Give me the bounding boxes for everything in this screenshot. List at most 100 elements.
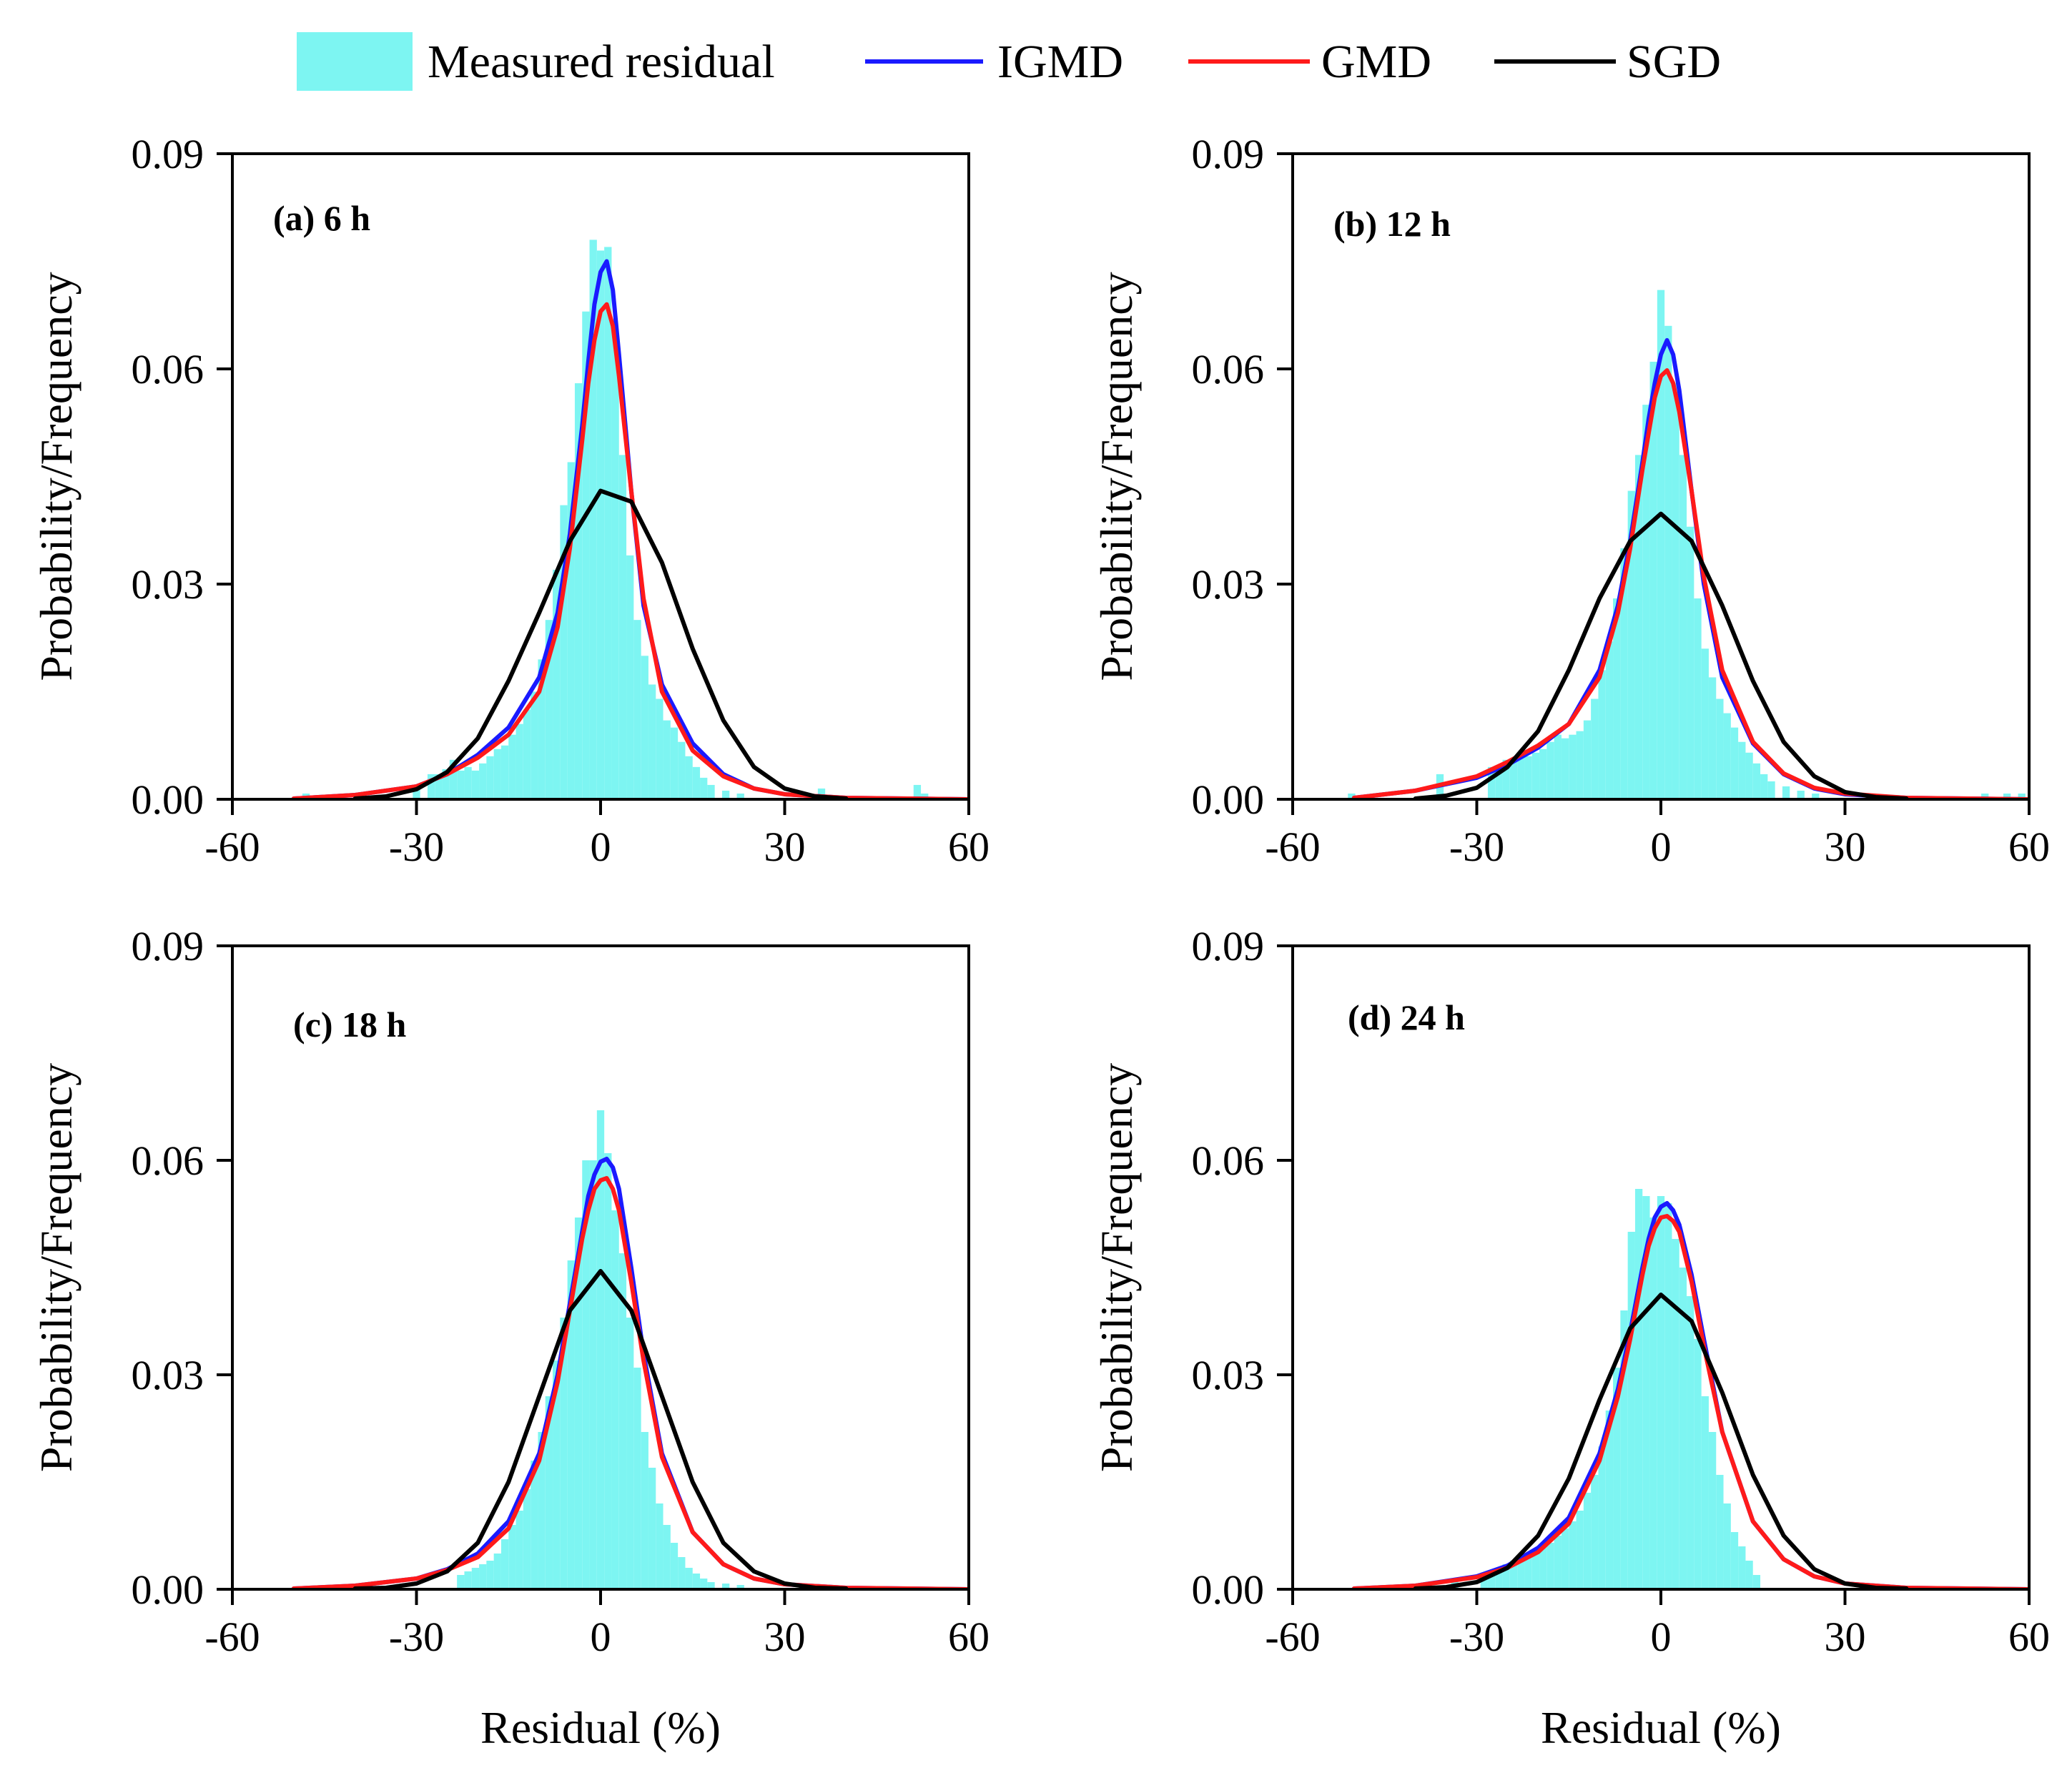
histogram-bar <box>1730 1532 1739 1589</box>
x-tick-label: -30 <box>1449 1614 1504 1660</box>
legend-label-measured-residual: Measured residual <box>428 36 775 88</box>
histogram-bar <box>1487 766 1496 799</box>
legend-label-gmd: GMD <box>1321 36 1431 88</box>
series-line-gmd <box>1351 1214 2029 1589</box>
histogram-bar <box>1723 1503 1731 1589</box>
x-axis-title: Residual (%) <box>480 1702 721 1753</box>
histogram-bar <box>1524 756 1532 799</box>
y-tick-label: 0.09 <box>1192 131 1265 177</box>
histogram-bar <box>1708 1432 1717 1589</box>
histogram-bar <box>1687 1296 1694 1589</box>
histogram-bar <box>500 745 509 799</box>
histogram-bar <box>1760 774 1768 799</box>
histogram-bar <box>508 734 516 799</box>
histogram-bar <box>1517 1557 1525 1589</box>
histogram-bar <box>515 1511 523 1589</box>
histogram-bar <box>1598 1446 1606 1589</box>
histogram-bar <box>1627 490 1635 799</box>
histogram-bars <box>1451 1189 1761 1589</box>
x-tick-label: -60 <box>1265 1614 1320 1660</box>
histogram-bar <box>523 709 531 799</box>
histogram-bar <box>692 1574 701 1589</box>
histogram-bar <box>1487 1571 1496 1589</box>
histogram-bar <box>663 720 671 799</box>
y-tick-label: 0.06 <box>132 346 204 392</box>
histogram-bar <box>1517 756 1525 799</box>
histogram-bar <box>1634 1189 1643 1589</box>
histogram-bar <box>633 1368 641 1589</box>
series-line-gmd <box>1351 368 2029 799</box>
series-line-sgd <box>352 488 849 799</box>
histogram-bar <box>1642 405 1650 799</box>
histogram-bar <box>1649 1218 1657 1589</box>
histogram-bar <box>515 723 523 799</box>
histogram-bar <box>449 759 458 799</box>
histogram-bar <box>479 763 487 799</box>
histogram-bar <box>1687 526 1694 799</box>
histogram-bar <box>560 505 568 799</box>
series-line-sgd <box>1413 511 1909 799</box>
histogram-bar <box>464 1571 472 1589</box>
histogram-bar <box>531 691 538 799</box>
fitted-curves <box>291 259 969 799</box>
histogram-bar <box>471 770 480 799</box>
histogram-bar <box>427 774 435 799</box>
y-tick-label: 0.00 <box>132 776 204 823</box>
histogram-bar <box>1546 741 1554 799</box>
x-tick-label: 60 <box>2008 824 2050 870</box>
fitted-curves <box>291 1157 969 1589</box>
histogram-bar <box>678 741 686 799</box>
histogram-bar <box>670 727 679 799</box>
x-tick-label: 0 <box>1651 824 1672 870</box>
histogram-bar <box>1694 598 1702 799</box>
histogram-bar <box>1642 1196 1650 1589</box>
histogram-bar <box>1752 1575 1761 1589</box>
histogram-bar <box>663 1525 671 1589</box>
histogram-bar <box>574 383 583 799</box>
histogram-bar <box>1531 752 1540 799</box>
histogram-bar <box>1797 790 1805 799</box>
x-tick-label: -30 <box>389 1614 444 1660</box>
histogram-bar <box>1812 793 1820 799</box>
series-line-sgd <box>352 1269 849 1589</box>
histogram-bar <box>1576 1511 1584 1589</box>
fitted-curves <box>1351 337 2029 799</box>
histogram-bars <box>457 1110 744 1589</box>
panel-2: -60 -30 0 30 60 0.00 0.03 0.06 0.09 Probability/F… <box>1091 131 2050 870</box>
histogram-bar <box>1657 1196 1665 1589</box>
x-tick-label: -30 <box>1449 824 1504 870</box>
histogram-bar <box>1701 1396 1709 1589</box>
histogram-bar <box>1981 793 1989 799</box>
histogram-bar <box>1348 793 1356 799</box>
x-tick-label: -60 <box>204 1614 260 1660</box>
x-tick-label: 30 <box>764 1614 806 1660</box>
panel-4: -60 -30 0 30 60 0.00 0.03 0.06 0.09 Probability/F… <box>1091 923 2050 1753</box>
y-tick-label: 0.03 <box>132 1352 204 1398</box>
histogram-bar <box>1583 1493 1592 1589</box>
histogram-bar <box>1613 1368 1621 1589</box>
histogram-bar <box>736 793 744 799</box>
histogram-bar <box>596 250 605 799</box>
histogram-bar <box>1620 548 1628 799</box>
histogram-bar <box>1495 766 1503 799</box>
histogram-bar <box>1561 738 1569 799</box>
histogram-bar <box>1480 1575 1488 1589</box>
histogram-bar <box>626 1318 634 1589</box>
histogram-bar <box>648 1468 656 1589</box>
histogram-bar <box>582 311 590 799</box>
histogram-bar <box>553 1360 561 1589</box>
histogram-bar <box>582 1160 590 1589</box>
histogram-bar <box>1561 1528 1569 1589</box>
histogram-bar <box>1649 361 1657 799</box>
histogram-bar <box>656 698 663 799</box>
histogram-bar <box>1539 1546 1547 1589</box>
histogram-bar <box>574 1218 583 1589</box>
histogram-bar <box>523 1489 531 1589</box>
histogram-bar <box>560 1318 568 1589</box>
histogram-bar <box>2018 793 2026 799</box>
y-tick-label: 0.06 <box>1192 346 1265 392</box>
histogram-bar <box>493 749 501 799</box>
y-tick-label: 0.06 <box>1192 1137 1265 1184</box>
histogram-bar <box>435 774 443 799</box>
